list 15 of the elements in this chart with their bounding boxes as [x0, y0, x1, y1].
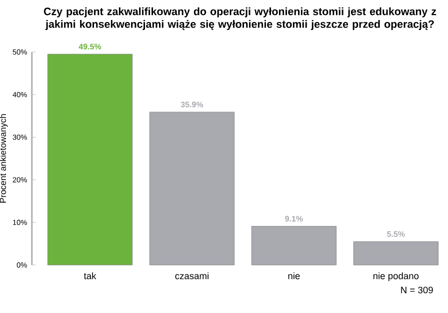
- bar: [353, 241, 438, 266]
- x-tick-label: nie: [288, 272, 300, 280]
- text: N = 309: [401, 286, 433, 294]
- x-tick-label: nie podano: [373, 272, 419, 282]
- bar: [47, 54, 133, 266]
- bar: [149, 112, 234, 266]
- data-label: 49.5%: [78, 44, 102, 50]
- data-label: 35.9%: [180, 102, 204, 108]
- x-tick-label: tak: [84, 272, 96, 280]
- bar: [251, 226, 336, 266]
- y-axis-title: Procent ankietowanych: [0, 114, 8, 203]
- chart-title: Czy pacjent zakwalifikowany do operacji wyłonienia stomii jest edukowany z jakimi konsekwencjami wiąże się wyłonienie stomii jeszcze przed operacją?: [44, 7, 436, 30]
- x-tick-label: czasami: [175, 272, 208, 280]
- data-label: 5.5%: [387, 231, 405, 237]
- data-label: 9.1%: [285, 216, 303, 222]
